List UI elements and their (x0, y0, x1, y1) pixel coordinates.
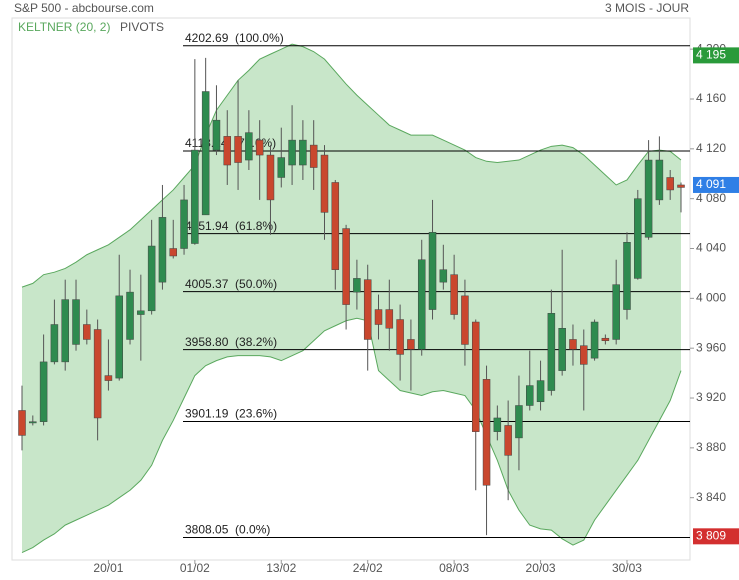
candle-body (93, 329, 102, 419)
candle-body (601, 337, 610, 341)
candle-body (277, 157, 286, 178)
candle-body (72, 299, 80, 345)
candle-body (126, 291, 134, 340)
candle-body (169, 248, 177, 257)
candle-body (223, 136, 232, 166)
y-tick-label: 3 920 (696, 390, 726, 404)
x-tick-label: 20/01 (93, 561, 123, 575)
x-tick-label: 01/02 (180, 561, 210, 575)
price-marker-label: 4 091 (696, 177, 726, 191)
candle-body (137, 310, 145, 315)
candle-body (655, 159, 664, 201)
candle-body (644, 159, 653, 238)
candle-body (255, 139, 264, 156)
candle-body (147, 245, 156, 312)
candle-body (450, 274, 458, 315)
y-tick-label: 3 840 (696, 490, 726, 504)
price-marker (693, 528, 739, 545)
level-label: 3808.05 (0.0%) (185, 523, 270, 537)
x-tick-label: 13/02 (266, 561, 296, 575)
price-marker-label: 4 195 (696, 48, 726, 62)
candle-body (677, 184, 685, 188)
candle-body (61, 299, 69, 363)
candle-body (191, 149, 199, 244)
period: 3 MOIS - JOUR (605, 1, 689, 15)
band-lower (21, 317, 682, 553)
candle-body (666, 177, 674, 191)
candle-body (309, 144, 318, 168)
candle-body (299, 139, 307, 166)
candle-body (158, 217, 167, 283)
candle-body (201, 91, 210, 216)
price-marker-label: 3 809 (696, 528, 726, 542)
plot-frame (11, 17, 691, 561)
candle-body (428, 232, 437, 310)
candle-body (234, 136, 242, 163)
candle-body (493, 417, 502, 432)
y-tick-label: 3 960 (696, 340, 726, 354)
candle-body (342, 228, 350, 305)
candle-body (374, 309, 383, 325)
candle-body (180, 199, 188, 249)
y-tick-label: 4 000 (696, 291, 726, 305)
candle-body (320, 154, 329, 213)
x-tick-label: 24/02 (353, 561, 383, 575)
candle-body (417, 259, 426, 350)
legend-entry: PIVOTS (120, 20, 164, 34)
legend-entry: KELTNER (20, 2) (18, 20, 110, 34)
candle-body (536, 380, 545, 403)
candle-body (407, 339, 415, 350)
candle-body (623, 242, 631, 310)
candle-body (396, 319, 404, 355)
candle-body (547, 313, 556, 391)
candle-body (39, 361, 48, 422)
candle-body (83, 324, 91, 340)
band-upper (21, 43, 682, 288)
candle-body (558, 327, 566, 371)
candle-body (104, 375, 113, 381)
price-marker (693, 176, 739, 193)
candle-body (363, 279, 372, 340)
candle-body (331, 182, 340, 270)
candle-body (115, 295, 123, 379)
candle-body (18, 410, 26, 436)
y-tick-label: 4 040 (696, 241, 726, 255)
candle-body (580, 345, 588, 365)
x-tick-label: 20/03 (526, 561, 556, 575)
level-label: 4051.94 (61.8%) (185, 219, 277, 233)
candle-body (353, 278, 361, 293)
candle-body (471, 321, 480, 432)
level-label: 4005.37 (50.0%) (185, 277, 277, 291)
y-tick-label: 4 120 (696, 141, 726, 155)
candle-body (212, 119, 221, 151)
candle-body (515, 405, 523, 439)
candle-body (482, 379, 491, 486)
y-tick-label: 4 080 (696, 191, 726, 205)
candle-body (385, 309, 394, 329)
candle-body (526, 385, 534, 406)
candle-body (439, 269, 448, 283)
candle-body (29, 421, 37, 424)
candle-body (569, 339, 577, 350)
candle-body (590, 321, 599, 359)
candle-body (288, 139, 296, 166)
price-marker (693, 47, 739, 64)
chart-title: S&P 500 - abcbourse.com (14, 1, 154, 15)
level-label: 3958.80 (38.2%) (185, 335, 277, 349)
candle-body (266, 154, 275, 201)
candle-body (50, 324, 59, 363)
level-label: 3901.19 (23.6%) (185, 407, 277, 421)
candle-body (245, 132, 253, 161)
x-tick-label: 30/03 (612, 561, 642, 575)
y-tick-label: 4 160 (696, 91, 726, 105)
candle-body (461, 295, 469, 345)
candle-body (504, 425, 512, 456)
candle-body (612, 284, 620, 340)
y-tick-label: 3 880 (696, 440, 726, 454)
x-tick-label: 08/03 (439, 561, 469, 575)
candle-body (634, 198, 642, 279)
level-label: 4202.69 (100.0%) (185, 31, 284, 45)
